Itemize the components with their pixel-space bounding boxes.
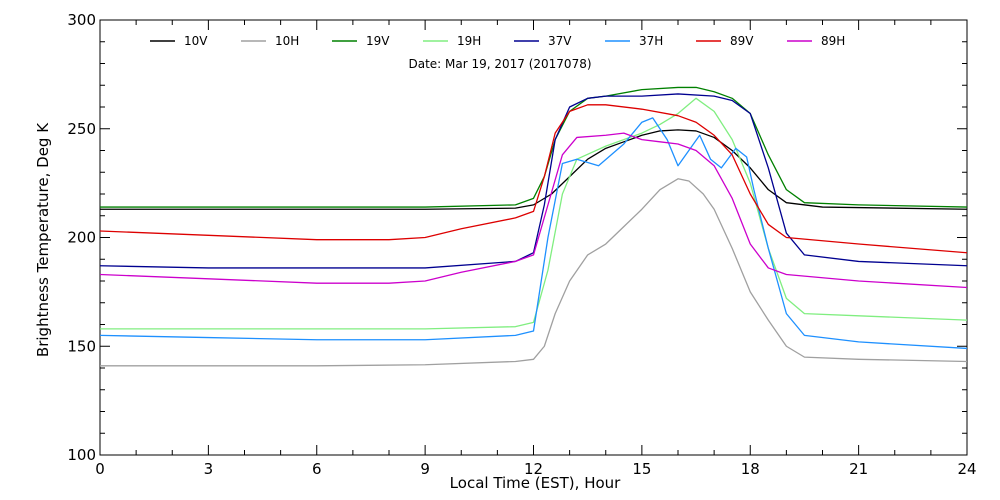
series-line-19h (100, 97, 968, 330)
legend-label-37v: 37V (548, 34, 572, 48)
x-tick-label: 24 (957, 460, 976, 478)
legend-label-19h: 19H (457, 34, 481, 48)
series-line-89h (99, 132, 968, 289)
x-tick-label: 0 (95, 460, 105, 478)
x-tick-label: 6 (312, 460, 322, 478)
legend-label-89h: 89H (821, 34, 845, 48)
x-tick-label: 12 (524, 460, 543, 478)
series-line-37v (99, 93, 968, 269)
x-tick-label: 18 (741, 460, 760, 478)
y-tick-label: 100 (67, 446, 96, 464)
legend-label-37h: 37H (639, 34, 663, 48)
y-tick-label: 150 (67, 337, 96, 355)
series-line-19v (100, 86, 968, 208)
x-tick-label: 21 (849, 460, 868, 478)
x-axis-title: Local Time (EST), Hour (450, 474, 621, 492)
x-tick-label: 3 (204, 460, 214, 478)
series-line-10h (100, 178, 968, 367)
series-line-10v (100, 129, 968, 210)
series-line-89v (99, 104, 968, 254)
date-annotation: Date: Mar 19, 2017 (2017078) (408, 57, 591, 71)
series-line-37h (99, 117, 968, 350)
legend-label-19v: 19V (366, 34, 390, 48)
x-tick-label: 9 (420, 460, 430, 478)
legend-label-89v: 89V (730, 34, 754, 48)
plot-frame (99, 19, 968, 456)
legend-label-10v: 10V (184, 34, 208, 48)
y-tick-label: 200 (67, 229, 96, 247)
legend-label-10h: 10H (275, 34, 299, 48)
x-tick-label: 15 (632, 460, 651, 478)
y-tick-label: 250 (67, 120, 96, 138)
y-tick-label: 300 (67, 11, 96, 29)
y-axis-title: Brightness Temperature, Deg K (34, 122, 52, 357)
